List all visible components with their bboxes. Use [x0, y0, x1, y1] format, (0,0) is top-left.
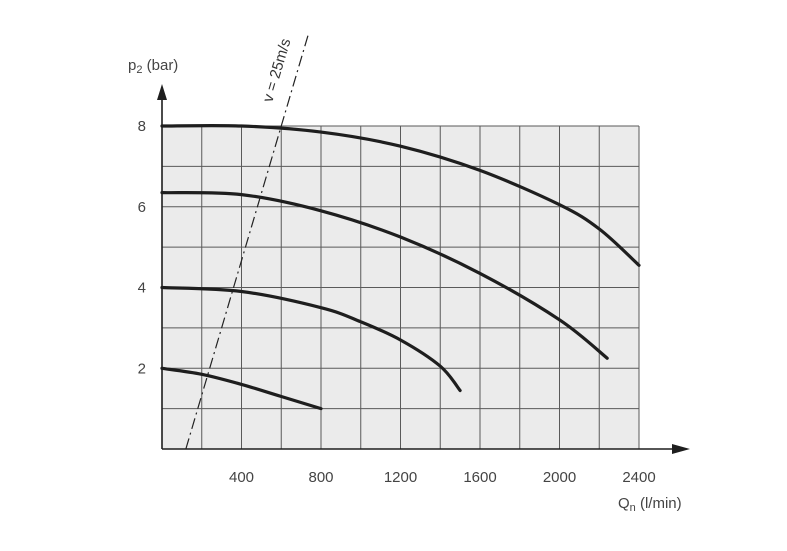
y-axis-title: p2 (bar): [128, 57, 178, 76]
grid: [162, 125, 640, 449]
x-tick-label: 2000: [543, 469, 576, 486]
x-tick-label: 1200: [384, 469, 417, 486]
series-layer: [160, 123, 641, 411]
axes: [157, 84, 690, 454]
series-line-2: [160, 285, 462, 393]
x-tick-label: 2400: [622, 469, 655, 486]
y-axis-arrow-icon: [157, 84, 167, 100]
reference-line: [185, 31, 310, 450]
y-tick-label: 4: [138, 280, 146, 297]
x-tick-label: 800: [308, 469, 333, 486]
x-tick-label: 1600: [463, 469, 496, 486]
x-tick-label: 400: [229, 469, 254, 486]
series-line-3: [160, 191, 609, 360]
tick-labels: 400 800 1200 1600 2000 2400 2 4 6 8: [138, 118, 656, 486]
y-tick-label: 2: [138, 360, 146, 377]
series-line-4: [160, 123, 641, 267]
y-tick-label: 6: [138, 199, 146, 216]
x-axis-arrow-icon: [672, 444, 690, 454]
y-tick-label: 8: [138, 118, 146, 135]
series-line-1: [160, 366, 323, 411]
x-axis-title: Qn (l/min): [618, 495, 682, 514]
reference-line-label: v = 25m/s: [260, 37, 295, 105]
